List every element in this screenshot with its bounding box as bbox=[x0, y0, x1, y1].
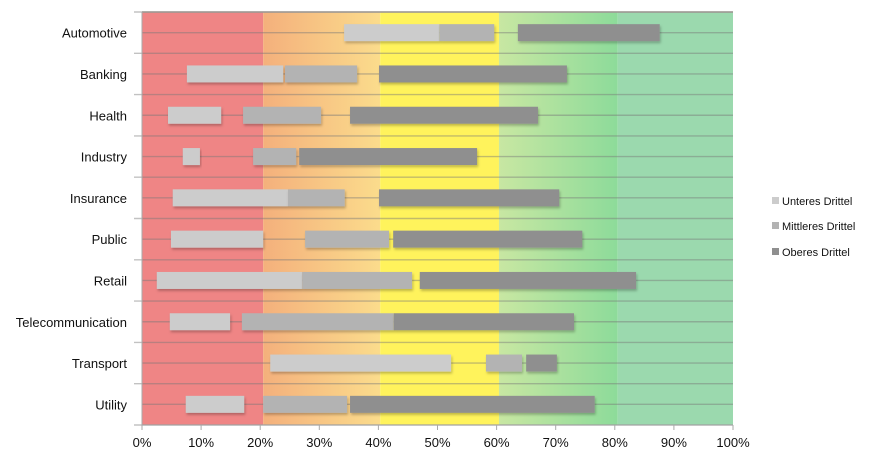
zone-green bbox=[617, 12, 733, 425]
category-label: Retail bbox=[94, 273, 127, 288]
bar-mittleres-drittel-public bbox=[305, 230, 390, 248]
category-label: Telecommunication bbox=[16, 315, 127, 330]
bar-unteres-drittel-retail bbox=[156, 271, 303, 289]
x-tick-label: 90% bbox=[661, 435, 687, 450]
bar-mittleres-drittel-insurance bbox=[287, 189, 345, 207]
category-label: Health bbox=[89, 108, 127, 123]
bar-unteres-drittel-utility bbox=[185, 395, 245, 413]
bar-unteres-drittel-transport bbox=[270, 354, 452, 372]
legend: Unteres Drittel Mittleres Drittel Oberes D… bbox=[772, 196, 855, 259]
bar-unteres-drittel-automotive bbox=[344, 24, 440, 42]
bar-mittleres-drittel-automotive bbox=[439, 24, 495, 42]
bar-oberes-drittel-utility bbox=[350, 395, 595, 413]
category-label: Insurance bbox=[70, 191, 127, 206]
x-tick-label: 60% bbox=[484, 435, 510, 450]
category-label: Banking bbox=[80, 67, 127, 82]
category-label: Automotive bbox=[62, 26, 127, 41]
x-tick-label: 100% bbox=[716, 435, 750, 450]
legend-label: Mittleres Drittel bbox=[782, 221, 855, 233]
bar-unteres-drittel-public bbox=[170, 230, 264, 248]
bar-mittleres-drittel-utility bbox=[263, 395, 348, 413]
bar-oberes-drittel-retail bbox=[419, 271, 637, 289]
x-tick-label: 70% bbox=[543, 435, 569, 450]
value-axis: 0% 10% 20% 30% 40% 50% 60% 70% 80% 90% 100% bbox=[133, 424, 750, 450]
bar-oberes-drittel-automotive bbox=[517, 24, 660, 42]
x-tick-label: 0% bbox=[133, 435, 152, 450]
category-label: Transport bbox=[72, 356, 128, 371]
bar-mittleres-drittel-telecommunication bbox=[241, 313, 394, 331]
bar-oberes-drittel-banking bbox=[378, 65, 567, 83]
legend-swatch bbox=[772, 197, 779, 204]
x-tick-label: 40% bbox=[365, 435, 391, 450]
x-tick-label: 30% bbox=[306, 435, 332, 450]
bars bbox=[156, 24, 660, 413]
legend-label: Unteres Drittel bbox=[782, 196, 852, 208]
bar-oberes-drittel-public bbox=[393, 230, 583, 248]
category-label: Industry bbox=[81, 150, 128, 165]
bar-oberes-drittel-health bbox=[350, 106, 538, 124]
bar-oberes-drittel-industry bbox=[299, 148, 478, 166]
bar-unteres-drittel-banking bbox=[186, 65, 284, 83]
x-tick-label: 50% bbox=[424, 435, 450, 450]
bar-mittleres-drittel-transport bbox=[485, 354, 523, 372]
bar-oberes-drittel-transport bbox=[526, 354, 557, 372]
category-label: Public bbox=[92, 232, 128, 247]
legend-label: Oberes Drittel bbox=[782, 247, 850, 259]
bar-mittleres-drittel-industry bbox=[253, 148, 297, 166]
bar-unteres-drittel-telecommunication bbox=[169, 313, 231, 331]
legend-swatch bbox=[772, 248, 779, 255]
x-tick-label: 80% bbox=[602, 435, 628, 450]
bar-unteres-drittel-industry bbox=[182, 148, 200, 166]
category-axis: Automotive Banking Health Industry Insurance… bbox=[16, 26, 128, 413]
bar-mittleres-drittel-health bbox=[243, 106, 322, 124]
x-tick-label: 20% bbox=[247, 435, 273, 450]
category-label: Utility bbox=[95, 397, 127, 412]
bar-oberes-drittel-telecommunication bbox=[393, 313, 575, 331]
x-tick-label: 10% bbox=[188, 435, 214, 450]
bar-mittleres-drittel-retail bbox=[302, 271, 413, 289]
bar-unteres-drittel-health bbox=[168, 106, 222, 124]
bar-mittleres-drittel-banking bbox=[285, 65, 358, 83]
legend-swatch bbox=[772, 222, 779, 229]
bar-unteres-drittel-insurance bbox=[172, 189, 288, 207]
bar-oberes-drittel-insurance bbox=[378, 189, 560, 207]
